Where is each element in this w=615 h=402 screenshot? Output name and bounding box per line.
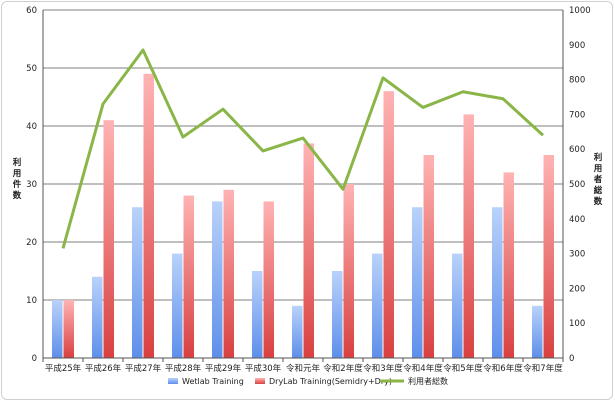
category-label: 平成30年 (245, 363, 282, 374)
wetlab-bar (132, 207, 143, 358)
category-label: 令和3年度 (363, 363, 403, 374)
left-tick-label: 0 (32, 354, 37, 364)
wetlab-bar (52, 300, 63, 358)
left-tick-label: 40 (26, 122, 37, 132)
right-tick-label: 1000 (569, 6, 591, 16)
left-tick-label: 30 (26, 180, 37, 190)
line-series (61, 48, 545, 249)
category-label: 平成28年 (165, 363, 202, 374)
category-label: 令和4年度 (403, 363, 443, 374)
legend-label: Wetlab Training (182, 377, 244, 386)
category-label: 平成25年 (45, 363, 82, 374)
wetlab-bar (492, 207, 503, 358)
right-tick-label: 300 (569, 250, 585, 260)
category-label: 平成29年 (205, 363, 242, 374)
left-axis-ticks: 0 10 20 30 40 50 60 (26, 6, 37, 364)
category-labels: 平成25年 平成26年 平成27年 平成28年 平成29年 平成30年 令和元年 令和2年度令… (45, 363, 563, 374)
category-label: 令和6年度 (483, 363, 523, 374)
category-label: 平成27年 (125, 363, 162, 374)
wetlab-bar (292, 305, 303, 358)
drylab-bar (503, 172, 514, 358)
drylab-bar (263, 201, 274, 358)
drylab-bar (303, 143, 314, 358)
left-tick-label: 20 (26, 238, 37, 248)
left-tick-label: 50 (26, 64, 37, 74)
drylab-bar (143, 73, 154, 359)
category-label: 令和2年度 (323, 363, 363, 374)
drylab-bar (183, 195, 194, 358)
drylab-bar (463, 114, 474, 359)
right-tick-label: 700 (569, 110, 585, 120)
legend-drylab: DryLab Training(Semidry+Dry) (255, 377, 392, 386)
wetlab-bar (252, 271, 263, 358)
category-label: 令和元年 (286, 363, 321, 374)
legend-wetlab: Wetlab Training (168, 377, 244, 386)
gridlines (43, 9, 563, 301)
right-tick-label: 400 (569, 215, 585, 225)
wetlab-bar (372, 253, 383, 358)
left-tick-label: 60 (26, 6, 37, 16)
wetlab-bar (532, 305, 543, 358)
right-tick-label: 800 (569, 76, 585, 86)
legend-swatch (255, 378, 265, 384)
legend-total-users: 利用者総数 (380, 376, 448, 386)
right-axis-title: 利用者総数 (593, 152, 603, 207)
drylab-bar (343, 184, 354, 358)
category-label: 令和5年度 (443, 363, 483, 374)
right-tick-label: 100 (569, 319, 585, 329)
wetlab-bar (412, 207, 423, 358)
legend-label: 利用者総数 (408, 376, 448, 386)
right-axis-ticks: 0 100 200 300 400 500 600 700 800 900 1000 (569, 6, 591, 364)
wetlab-bar (212, 201, 223, 358)
wetlab-bar (172, 253, 183, 358)
drylab-bar (383, 91, 394, 358)
legend: Wetlab Training DryLab Training(Semidry+D… (168, 376, 448, 386)
right-tick-label: 0 (569, 354, 574, 364)
total-users-line (61, 48, 545, 249)
drylab-bar (63, 300, 74, 358)
drylab-bar (223, 189, 234, 358)
drylab-bar (543, 155, 554, 358)
drylab-bar (103, 120, 114, 358)
wetlab-bar (332, 271, 343, 358)
drylab-bar (423, 155, 434, 358)
right-tick-label: 600 (569, 145, 585, 155)
category-label: 令和7年度 (523, 363, 563, 374)
legend-label: DryLab Training(Semidry+Dry) (269, 377, 392, 386)
left-tick-label: 10 (26, 296, 37, 306)
wetlab-bar (452, 253, 463, 358)
right-tick-label: 200 (569, 284, 585, 294)
axes (42, 10, 564, 362)
right-tick-label: 900 (569, 41, 585, 51)
bar-series (52, 73, 554, 359)
legend-swatch (168, 378, 178, 384)
right-tick-label: 500 (569, 180, 585, 190)
wetlab-bar (92, 276, 103, 358)
category-label: 平成26年 (85, 363, 122, 374)
left-axis-title: 利用件数 (12, 157, 22, 201)
